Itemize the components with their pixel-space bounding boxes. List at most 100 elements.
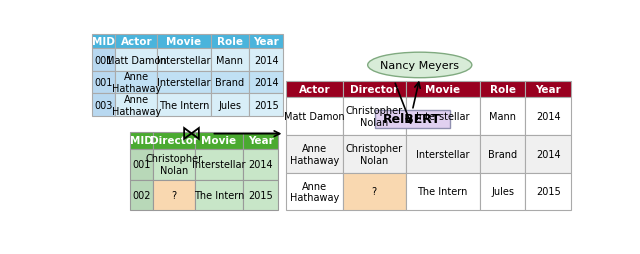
- FancyBboxPatch shape: [157, 49, 211, 72]
- Text: 2014: 2014: [254, 78, 278, 88]
- Text: Director: Director: [350, 85, 398, 95]
- FancyBboxPatch shape: [480, 81, 525, 98]
- FancyBboxPatch shape: [249, 49, 284, 72]
- Text: Anne
Hathaway: Anne Hathaway: [112, 94, 161, 116]
- Text: Mann: Mann: [216, 55, 243, 65]
- Text: MID: MID: [92, 37, 115, 47]
- Text: The Intern: The Intern: [159, 100, 209, 110]
- Text: Actor: Actor: [298, 85, 330, 95]
- FancyBboxPatch shape: [249, 72, 284, 94]
- Text: 2014: 2014: [536, 112, 561, 122]
- Text: Year: Year: [535, 85, 561, 95]
- FancyBboxPatch shape: [195, 132, 243, 149]
- FancyBboxPatch shape: [211, 94, 249, 117]
- Text: Movie: Movie: [425, 85, 460, 95]
- Text: Jules: Jules: [491, 187, 514, 197]
- Text: Interstellar: Interstellar: [157, 55, 211, 65]
- FancyBboxPatch shape: [92, 72, 115, 94]
- Text: Year: Year: [248, 136, 273, 146]
- Text: MID: MID: [130, 136, 153, 146]
- Text: 002: 002: [132, 190, 151, 200]
- Text: ?: ?: [372, 187, 377, 197]
- Text: Christopher
Nolan: Christopher Nolan: [346, 144, 403, 165]
- FancyBboxPatch shape: [343, 136, 406, 173]
- Text: Actor: Actor: [120, 37, 152, 47]
- FancyBboxPatch shape: [129, 132, 154, 149]
- FancyBboxPatch shape: [249, 94, 284, 117]
- FancyBboxPatch shape: [243, 180, 278, 210]
- Text: The Intern: The Intern: [194, 190, 244, 200]
- Text: Anne
Hathaway: Anne Hathaway: [290, 144, 339, 165]
- FancyBboxPatch shape: [375, 110, 449, 129]
- FancyBboxPatch shape: [525, 173, 571, 210]
- FancyBboxPatch shape: [343, 98, 406, 136]
- FancyBboxPatch shape: [480, 98, 525, 136]
- FancyBboxPatch shape: [92, 34, 115, 49]
- Text: Jules: Jules: [218, 100, 241, 110]
- FancyBboxPatch shape: [157, 72, 211, 94]
- Text: 001: 001: [132, 160, 150, 170]
- Text: 001: 001: [95, 78, 113, 88]
- FancyBboxPatch shape: [129, 180, 154, 210]
- Text: The Intern: The Intern: [417, 187, 468, 197]
- FancyBboxPatch shape: [154, 149, 195, 180]
- Text: Role: Role: [490, 85, 516, 95]
- FancyBboxPatch shape: [406, 98, 480, 136]
- Text: Year: Year: [253, 37, 279, 47]
- Text: Matt Damon: Matt Damon: [106, 55, 166, 65]
- FancyBboxPatch shape: [406, 81, 480, 98]
- FancyBboxPatch shape: [154, 180, 195, 210]
- Text: 2015: 2015: [254, 100, 278, 110]
- Text: Interstellar: Interstellar: [192, 160, 246, 170]
- FancyBboxPatch shape: [525, 81, 571, 98]
- Text: 2015: 2015: [248, 190, 273, 200]
- Text: 2015: 2015: [536, 187, 561, 197]
- FancyBboxPatch shape: [92, 94, 115, 117]
- FancyBboxPatch shape: [286, 81, 343, 98]
- Text: Interstellar: Interstellar: [157, 78, 211, 88]
- FancyBboxPatch shape: [115, 72, 157, 94]
- FancyBboxPatch shape: [286, 173, 343, 210]
- Text: Christopher
Nolan: Christopher Nolan: [346, 106, 403, 128]
- FancyBboxPatch shape: [195, 180, 243, 210]
- FancyBboxPatch shape: [343, 81, 406, 98]
- Text: Interstellar: Interstellar: [416, 112, 470, 122]
- FancyBboxPatch shape: [115, 34, 157, 49]
- Text: 2014: 2014: [536, 149, 561, 159]
- Text: 003: 003: [95, 100, 113, 110]
- FancyBboxPatch shape: [343, 173, 406, 210]
- FancyBboxPatch shape: [211, 34, 249, 49]
- FancyBboxPatch shape: [154, 132, 195, 149]
- Text: Brand: Brand: [215, 78, 244, 88]
- FancyBboxPatch shape: [195, 149, 243, 180]
- FancyBboxPatch shape: [249, 34, 284, 49]
- Text: 2014: 2014: [254, 55, 278, 65]
- Text: Movie: Movie: [166, 37, 202, 47]
- FancyBboxPatch shape: [243, 149, 278, 180]
- Text: Matt Damon: Matt Damon: [284, 112, 345, 122]
- Text: Director: Director: [150, 136, 198, 146]
- Text: Mann: Mann: [489, 112, 516, 122]
- FancyBboxPatch shape: [115, 49, 157, 72]
- Text: ⋈: ⋈: [181, 124, 202, 144]
- FancyBboxPatch shape: [243, 132, 278, 149]
- Text: RelBERT: RelBERT: [383, 113, 442, 126]
- Ellipse shape: [368, 53, 472, 78]
- FancyBboxPatch shape: [115, 94, 157, 117]
- Text: Christopher
Nolan: Christopher Nolan: [146, 154, 203, 176]
- FancyBboxPatch shape: [406, 173, 480, 210]
- FancyBboxPatch shape: [525, 136, 571, 173]
- FancyBboxPatch shape: [211, 72, 249, 94]
- Text: Anne
Hathaway: Anne Hathaway: [290, 181, 339, 202]
- FancyBboxPatch shape: [480, 136, 525, 173]
- Text: 2014: 2014: [248, 160, 273, 170]
- FancyBboxPatch shape: [525, 98, 571, 136]
- Text: Brand: Brand: [488, 149, 517, 159]
- FancyBboxPatch shape: [157, 34, 211, 49]
- FancyBboxPatch shape: [406, 136, 480, 173]
- Text: Interstellar: Interstellar: [416, 149, 470, 159]
- FancyBboxPatch shape: [157, 94, 211, 117]
- Text: Role: Role: [217, 37, 243, 47]
- Text: Anne
Hathaway: Anne Hathaway: [112, 72, 161, 94]
- FancyBboxPatch shape: [286, 136, 343, 173]
